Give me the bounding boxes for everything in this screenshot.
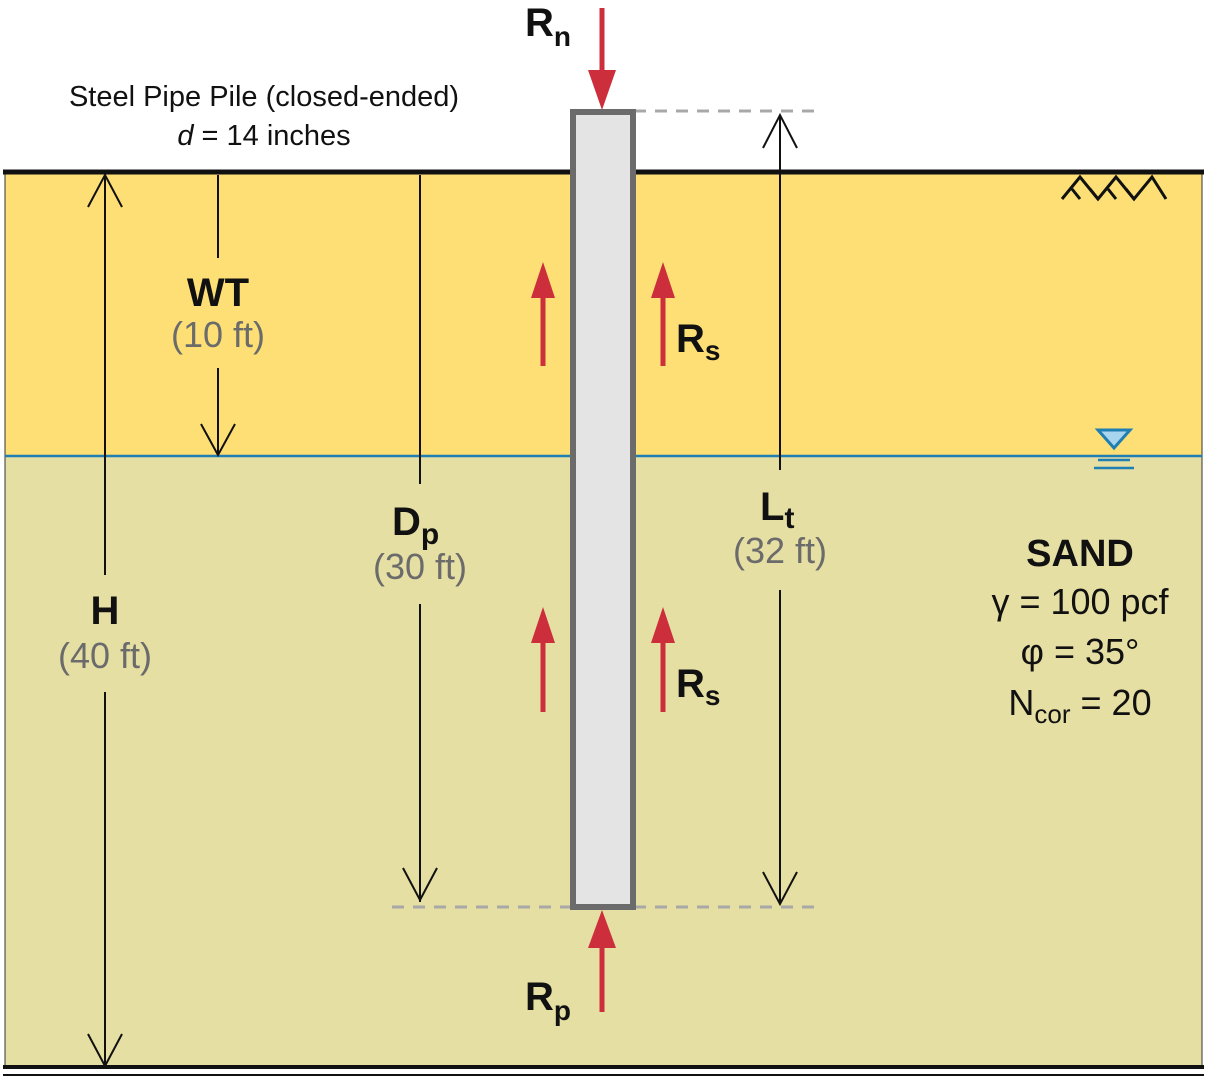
- lt-value: (32 ft): [733, 530, 827, 571]
- rs-arrow-left-lower: [531, 607, 555, 712]
- wt-dimension: [200, 175, 236, 458]
- pile-title: Steel Pipe Pile (closed-ended): [69, 81, 459, 113]
- ground-hatch-icon: [1060, 174, 1168, 202]
- soil-unit-weight: γ = 100 pcf: [991, 581, 1169, 622]
- rs-label-lower: Rs: [676, 662, 720, 711]
- rs-label-upper: Rs: [676, 317, 720, 366]
- wt-value: (10 ft): [171, 314, 265, 355]
- soil-friction-angle: φ = 35°: [1021, 631, 1140, 672]
- dp-dimension: [402, 175, 438, 903]
- soil-spt-value: Ncor = 20: [1008, 682, 1151, 729]
- h-dimension: [87, 172, 123, 1069]
- rn-label: Rn: [525, 1, 571, 52]
- rp-arrow: [588, 910, 616, 1012]
- rp-label: Rp: [525, 975, 571, 1026]
- rn-arrow: [588, 8, 616, 110]
- h-label: H: [91, 589, 120, 633]
- dp-value: (30 ft): [373, 546, 467, 587]
- rs-arrow-right-upper: [651, 262, 675, 366]
- rs-arrow-right-lower: [651, 607, 675, 712]
- lt-dimension: [762, 112, 798, 907]
- steel-pipe-pile: [570, 109, 636, 910]
- soil-name: SAND: [1026, 533, 1134, 575]
- water-table-icon: [1094, 428, 1134, 470]
- wt-label: WT: [187, 271, 249, 315]
- h-value: (40 ft): [58, 635, 152, 676]
- lt-label: Lt: [760, 485, 794, 535]
- pile-diameter: d = 14 inches: [177, 120, 350, 152]
- rs-arrow-left-upper: [531, 262, 555, 366]
- dp-label: Dp: [392, 500, 439, 551]
